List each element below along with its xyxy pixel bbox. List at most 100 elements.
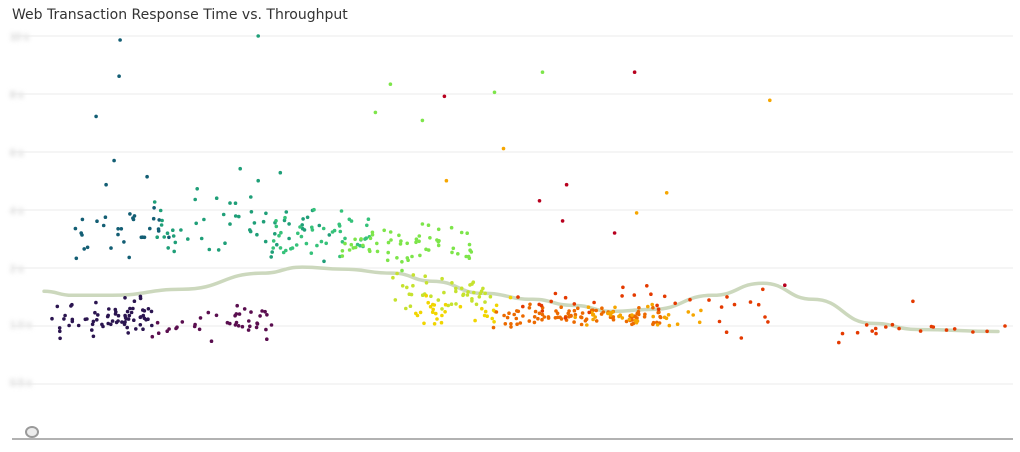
data-point[interactable] [173,240,178,245]
data-point[interactable] [474,302,479,307]
data-point[interactable] [156,229,161,233]
data-point[interactable] [840,331,845,336]
data-point[interactable] [559,317,564,321]
data-point[interactable] [248,229,253,234]
data-point[interactable] [386,250,391,255]
data-point[interactable] [633,314,638,319]
data-point[interactable] [58,329,62,334]
data-point[interactable] [483,291,488,296]
data-point[interactable] [264,211,268,216]
data-point[interactable] [358,243,362,248]
data-point[interactable] [707,298,711,302]
data-point[interactable] [281,250,286,255]
data-point[interactable] [420,222,425,226]
data-point[interactable] [573,312,578,317]
data-point[interactable] [414,237,419,241]
data-point[interactable] [646,304,650,309]
data-point[interactable] [128,306,132,311]
data-point[interactable] [649,292,653,297]
data-point[interactable] [270,250,275,254]
data-point[interactable] [527,319,532,323]
data-point[interactable] [391,275,395,280]
data-point[interactable] [515,309,519,313]
data-point[interactable] [171,228,175,232]
data-point[interactable] [58,336,62,341]
data-point[interactable] [748,300,753,304]
data-point[interactable] [138,323,143,327]
data-point[interactable] [952,327,957,331]
data-point[interactable] [366,217,371,221]
data-point[interactable] [537,199,542,203]
data-point[interactable] [837,340,841,345]
data-point[interactable] [319,239,324,244]
data-point[interactable] [194,221,198,226]
data-point[interactable] [553,316,558,320]
data-point[interactable] [411,283,415,288]
data-point[interactable] [113,307,118,312]
data-point[interactable] [180,320,185,324]
data-point[interactable] [248,324,252,329]
data-point[interactable] [573,315,577,320]
data-point[interactable] [278,170,283,175]
data-point[interactable] [233,214,238,218]
data-point[interactable] [85,245,90,250]
data-point[interactable] [120,320,124,324]
data-point[interactable] [572,302,577,306]
data-point[interactable] [449,302,454,307]
data-point[interactable] [165,231,170,235]
data-point[interactable] [725,295,729,299]
data-point[interactable] [128,212,132,216]
data-point[interactable] [870,329,874,333]
data-point[interactable] [655,303,659,308]
data-point[interactable] [234,320,239,325]
data-point[interactable] [80,217,85,222]
data-point[interactable] [103,215,108,219]
data-point[interactable] [540,312,545,317]
data-point[interactable] [269,255,274,259]
data-point[interactable] [553,291,558,296]
data-point[interactable] [287,222,291,226]
data-point[interactable] [768,98,772,103]
data-point[interactable] [237,312,242,316]
data-point[interactable] [620,316,625,320]
data-point[interactable] [691,313,695,317]
data-point[interactable] [515,322,519,327]
data-point[interactable] [450,250,454,255]
data-point[interactable] [149,309,154,314]
data-point[interactable] [732,302,737,307]
data-point[interactable] [273,232,277,236]
data-point[interactable] [594,308,598,313]
data-point[interactable] [74,256,79,261]
data-point[interactable] [160,218,164,223]
data-point[interactable] [540,317,544,322]
data-point[interactable] [404,306,408,311]
data-point[interactable] [80,233,84,237]
data-point[interactable] [483,309,488,314]
data-point[interactable] [508,295,513,300]
data-point[interactable] [444,178,449,183]
data-point[interactable] [263,239,268,244]
data-point[interactable] [393,298,398,302]
data-point[interactable] [490,316,495,321]
data-point[interactable] [461,292,466,297]
data-point[interactable] [418,310,423,315]
data-point[interactable] [503,322,508,326]
data-point[interactable] [424,247,428,252]
data-point[interactable] [418,253,422,258]
data-point[interactable] [338,229,343,234]
data-point[interactable] [636,309,641,314]
data-point[interactable] [146,307,151,311]
data-point[interactable] [91,334,96,339]
data-point[interactable] [477,295,482,299]
data-point[interactable] [428,304,433,309]
data-point[interactable] [274,219,278,223]
data-point[interactable] [265,313,269,317]
data-point[interactable] [440,307,444,311]
data-point[interactable] [586,305,591,310]
data-point[interactable] [174,326,178,331]
data-point[interactable] [593,315,597,319]
data-point[interactable] [155,235,159,239]
data-point[interactable] [264,327,268,332]
data-point[interactable] [228,201,232,205]
data-point[interactable] [240,324,245,329]
